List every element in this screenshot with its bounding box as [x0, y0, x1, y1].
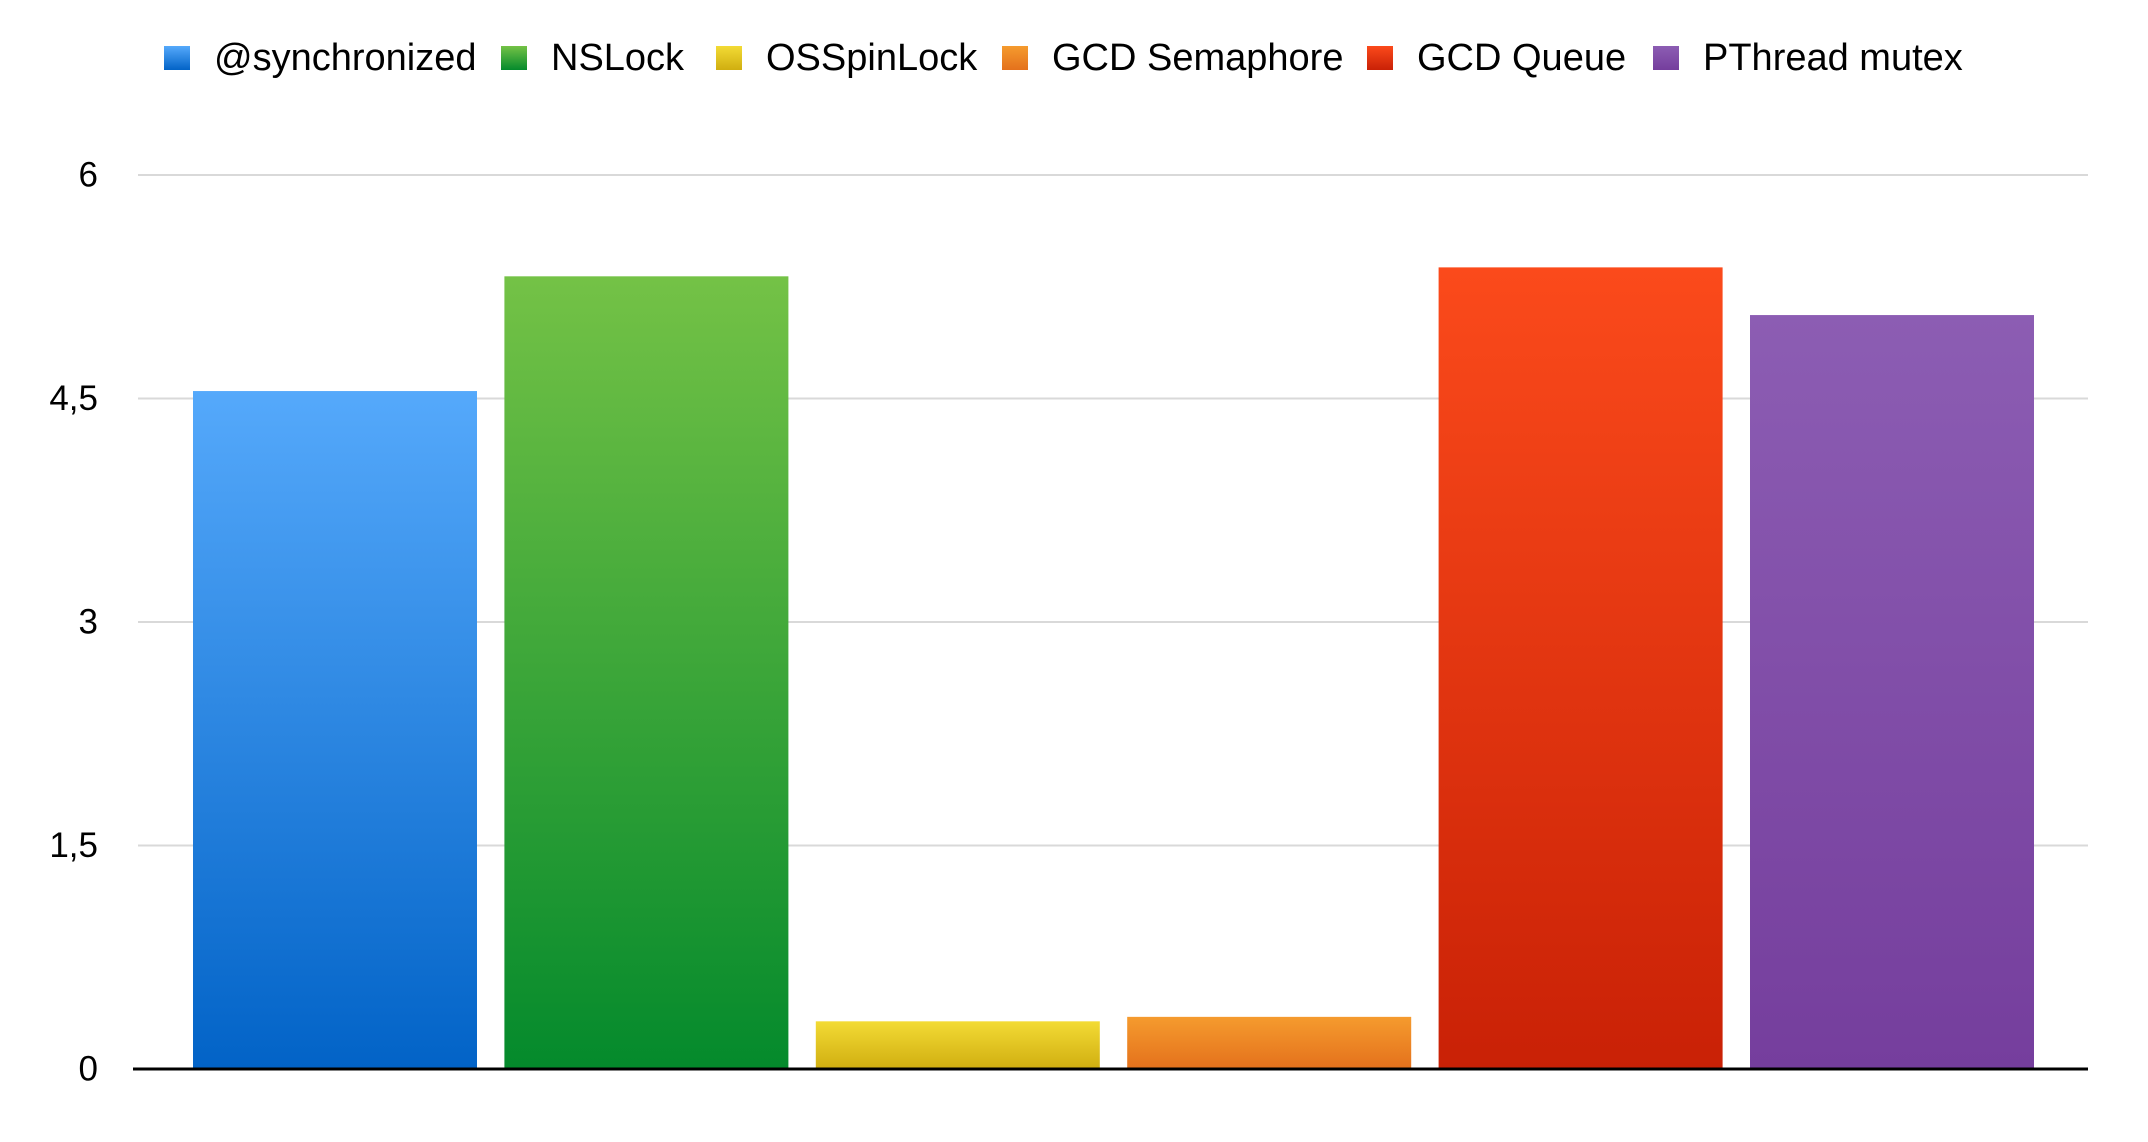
legend-item-pthread-mutex: PThread mutex	[1653, 37, 1963, 79]
bar-gcd-semaphore	[1127, 1016, 1412, 1069]
bar-gcd-queue	[1438, 267, 1723, 1069]
bar-pthread-mutex	[1750, 315, 2034, 1069]
legend-label: NSLock	[551, 37, 685, 79]
legend-item-gcd-semaphore: GCD Semaphore	[1002, 37, 1343, 79]
bar-series	[193, 267, 2034, 1069]
y-tick-label: 4,5	[49, 379, 98, 418]
y-axis-ticks: 0 1,5 3 4,5 6	[49, 156, 98, 1089]
legend-item-gcd-queue: GCD Queue	[1367, 37, 1626, 79]
legend-swatch	[1002, 46, 1028, 70]
legend-label: OSSpinLock	[766, 37, 978, 79]
legend-swatch	[716, 46, 742, 70]
y-tick-label: 1,5	[49, 826, 98, 865]
legend-swatch	[1653, 46, 1679, 70]
legend-swatch	[164, 46, 190, 70]
legend-item-synchronized: @synchronized	[164, 37, 476, 79]
legend-label: PThread mutex	[1703, 37, 1963, 79]
y-tick-label: 0	[79, 1050, 98, 1089]
bar-synchronized	[193, 391, 477, 1069]
chart-legend: @synchronized NSLock OSSpinLock GCD Semapho…	[164, 37, 1963, 79]
legend-label: GCD Semaphore	[1052, 37, 1343, 79]
legend-label: @synchronized	[214, 37, 476, 79]
bar-osspinlock	[815, 1021, 1100, 1069]
bar-nslock	[504, 276, 789, 1069]
legend-label: GCD Queue	[1417, 37, 1626, 79]
legend-swatch	[501, 46, 527, 70]
legend-swatch	[1367, 46, 1393, 70]
legend-item-osspinlock: OSSpinLock	[716, 37, 978, 79]
y-tick-label: 6	[79, 156, 98, 195]
y-tick-label: 3	[79, 603, 98, 642]
legend-item-nslock: NSLock	[501, 37, 685, 79]
